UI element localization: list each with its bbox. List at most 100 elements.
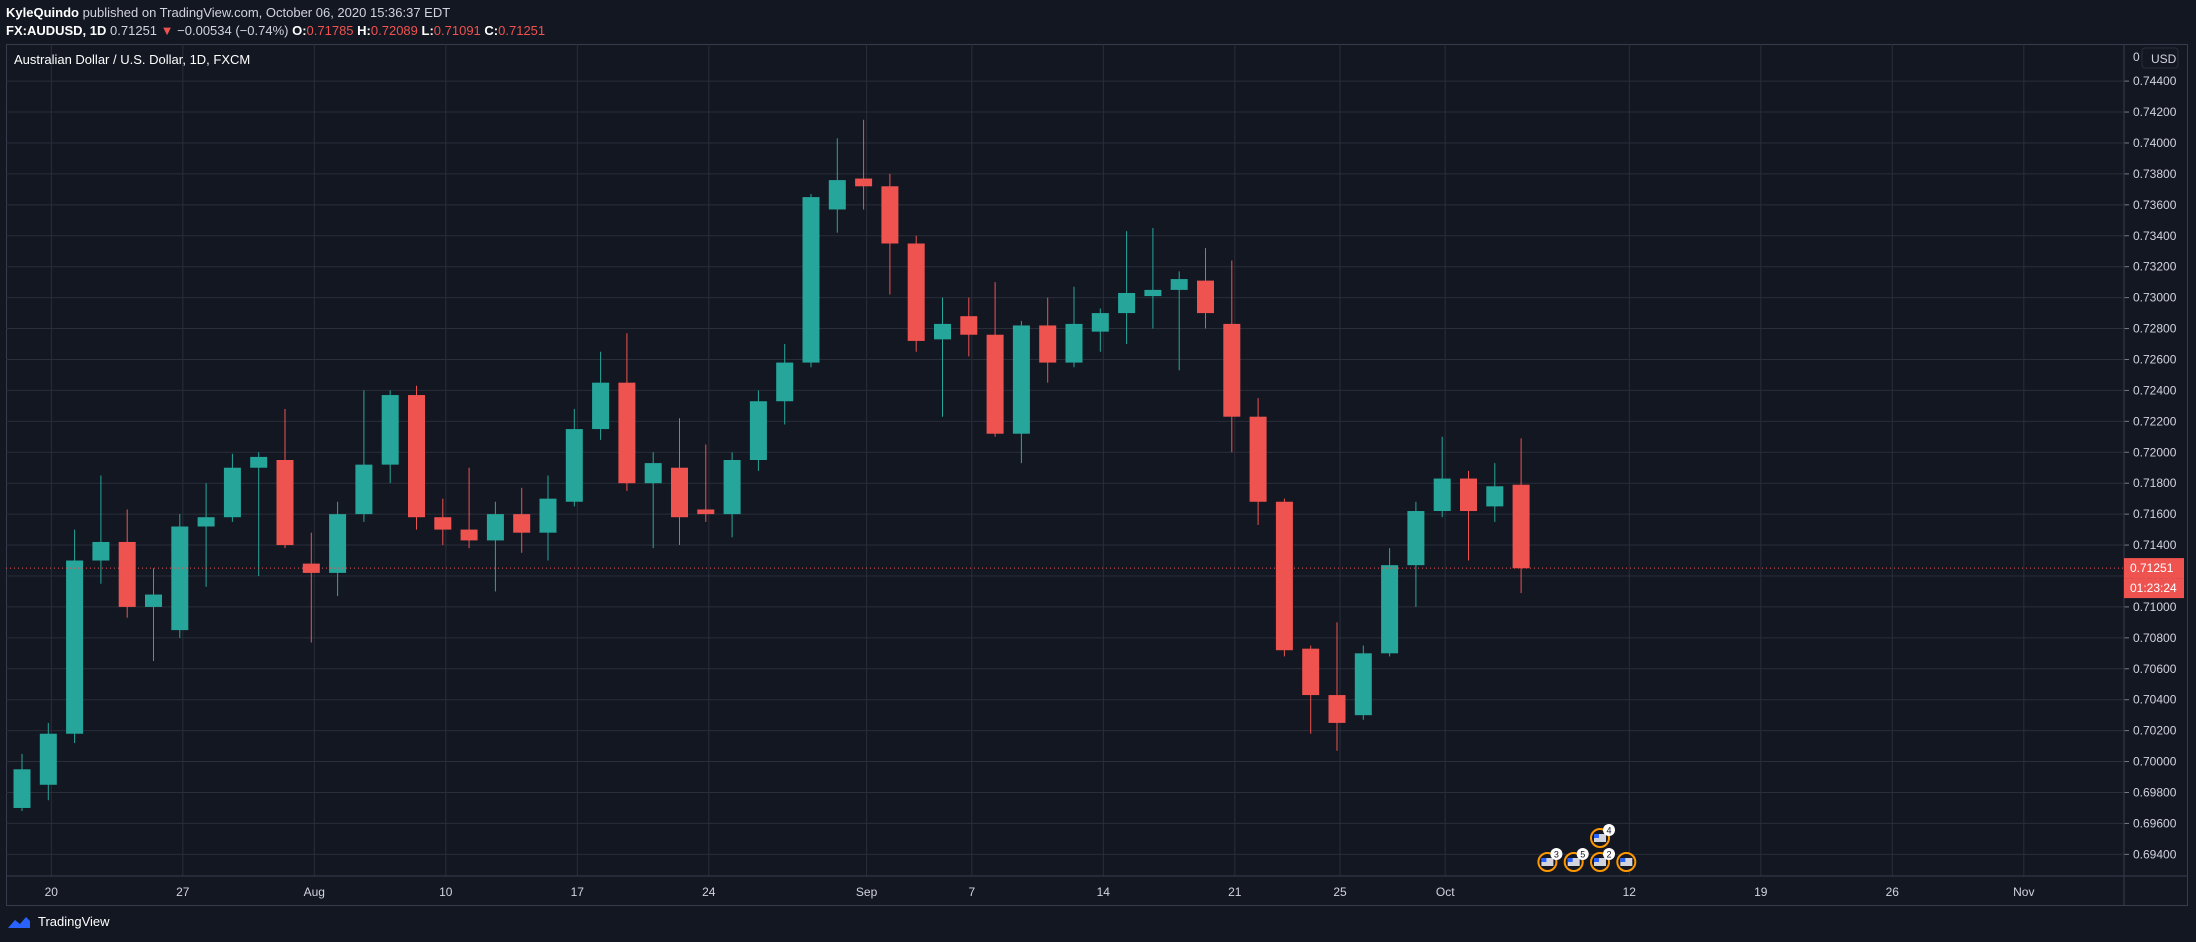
y-tick-label: 0.73800 [2133, 167, 2177, 181]
candle-body [118, 541, 136, 607]
candle [171, 514, 189, 638]
candle-body [1328, 695, 1346, 723]
flag-icon-canton [1594, 858, 1599, 862]
candle-body [39, 733, 57, 785]
candle [565, 408, 583, 507]
candle [960, 297, 978, 357]
candle-body [460, 529, 478, 541]
candle-body [92, 541, 110, 561]
candle [671, 418, 688, 546]
candle-body [1512, 484, 1530, 569]
down-triangle-icon: ▼ [160, 23, 174, 38]
candle-body [1460, 478, 1477, 512]
candle-body [13, 769, 31, 808]
candle-body [355, 464, 373, 515]
candle-body [960, 316, 978, 335]
candle [1328, 622, 1346, 751]
candle-body [828, 180, 846, 210]
candle [1249, 398, 1267, 525]
x-tick-label: 17 [571, 885, 585, 899]
author-name[interactable]: KyleQuindo [6, 5, 79, 20]
x-tick-label: 21 [1228, 885, 1242, 899]
candle-body [1381, 565, 1399, 654]
candle [302, 532, 320, 643]
candle-body [197, 517, 215, 527]
candle-body [66, 560, 84, 734]
x-tick-label: Nov [2013, 885, 2034, 899]
candle-body [539, 498, 557, 533]
candle [934, 297, 951, 417]
candle [39, 722, 57, 801]
flag-icon[interactable]: 5 [1563, 848, 1589, 872]
candle-body [1012, 325, 1030, 434]
y-tick-label: 0.72600 [2133, 352, 2177, 366]
candle [513, 487, 531, 553]
price-change: −0.00534 (−0.74%) [177, 23, 289, 38]
candle [1197, 248, 1214, 329]
y-tick-label: 0.70400 [2133, 693, 2177, 707]
candle [644, 452, 662, 549]
candle-body [486, 514, 504, 541]
candle [881, 173, 899, 295]
candle [1407, 501, 1425, 607]
y-tick-label-partial: 0 [2133, 50, 2140, 64]
currency-box[interactable] [2141, 47, 2179, 69]
flag-icon-canton [1567, 858, 1573, 862]
high-value: 0.72089 [370, 23, 418, 38]
marker-badge [1603, 824, 1615, 836]
flag-icon-stripes [1620, 858, 1633, 866]
open-value: 0.71785 [306, 23, 354, 38]
candle [1433, 436, 1451, 518]
flag-icon-stripes [1567, 858, 1580, 866]
candle-body [565, 429, 583, 502]
candle [434, 498, 452, 546]
candle-body [1144, 289, 1162, 297]
candle [118, 509, 136, 618]
candle-body [644, 463, 662, 484]
marker-badge [1603, 848, 1615, 860]
candle-body [223, 467, 241, 518]
footer-brand[interactable]: TradingView [6, 914, 110, 929]
candle-body [776, 362, 794, 402]
flag-icon[interactable]: 4 [1590, 824, 1615, 848]
tradingview-cloud-icon [8, 916, 30, 928]
y-tick-label: 0.70200 [2133, 724, 2177, 738]
candle [92, 475, 110, 584]
x-tick-label: 20 [45, 885, 59, 899]
flag-icon[interactable]: 2 [1590, 848, 1615, 872]
y-tick-label: 0.72800 [2133, 322, 2177, 336]
candle-body [855, 178, 873, 187]
candle [1302, 645, 1320, 734]
x-tick-label: Sep [856, 885, 878, 899]
event-markers: 3 5 4 2 [1537, 824, 1637, 872]
candle [1381, 548, 1399, 657]
flag-icon[interactable] [1616, 852, 1637, 872]
flag-icon-stripes [1541, 858, 1554, 866]
chart-frame [6, 44, 2188, 906]
candle-body [1486, 486, 1504, 507]
flag-icon-canton [1541, 858, 1547, 862]
publish-line: KyleQuindo published on TradingView.com,… [6, 4, 545, 22]
candle [855, 119, 873, 210]
y-tick-label: 0.72000 [2133, 445, 2177, 459]
flag-icon[interactable]: 3 [1537, 848, 1563, 872]
candle-body [434, 517, 452, 530]
y-tick-label: 0.71600 [2133, 507, 2177, 521]
candle-body [513, 514, 531, 533]
candle [197, 483, 215, 587]
candle [723, 452, 741, 538]
candle [223, 453, 241, 522]
candle-body [592, 382, 610, 430]
candle-body [381, 395, 399, 465]
y-tick-label: 0.70800 [2133, 631, 2177, 645]
candle [539, 475, 557, 561]
y-tick-label: 0.74000 [2133, 136, 2177, 150]
y-tick-label: 0.71400 [2133, 538, 2177, 552]
candle [1460, 470, 1477, 561]
y-tick-label: 0.73600 [2133, 198, 2177, 212]
candle-body [250, 456, 268, 468]
y-tick-label: 0.74200 [2133, 105, 2177, 119]
low-label: L: [421, 23, 434, 38]
marker-badge-count: 2 [1606, 850, 1611, 860]
